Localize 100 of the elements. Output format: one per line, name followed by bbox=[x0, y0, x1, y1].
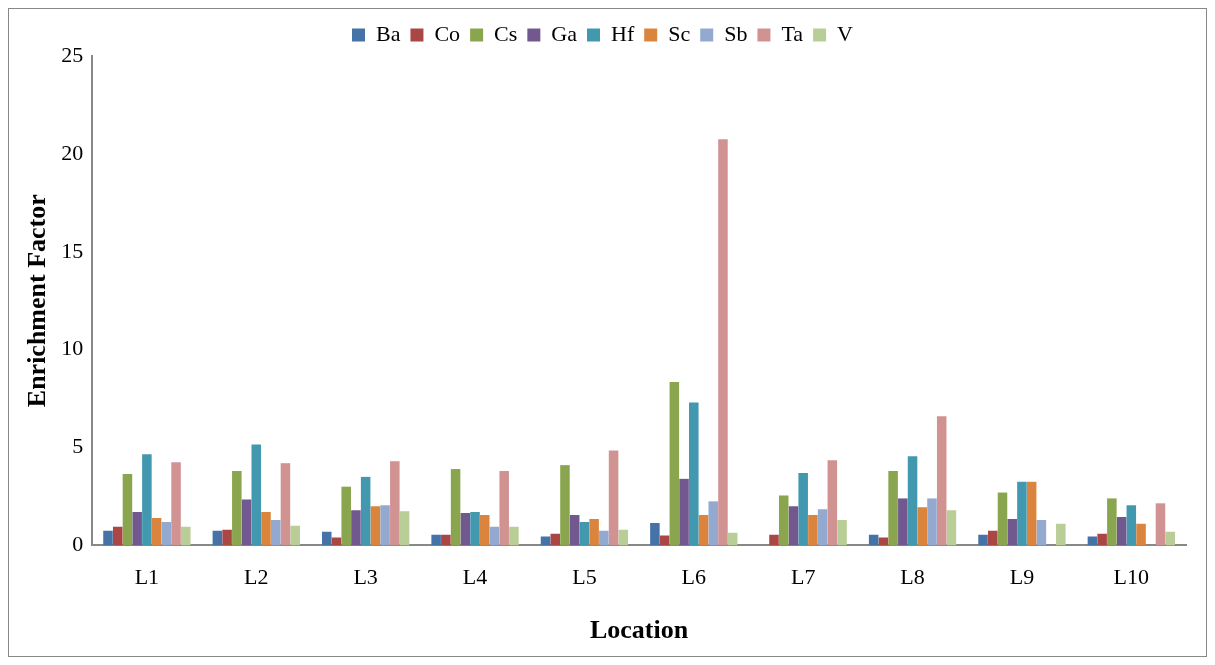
y-tick-label: 10 bbox=[61, 335, 84, 361]
bar bbox=[509, 526, 519, 546]
bar bbox=[1126, 505, 1137, 546]
bar bbox=[827, 460, 838, 546]
bar bbox=[560, 465, 570, 546]
x-tick-label: L6 bbox=[681, 564, 707, 590]
legend-label: Hf bbox=[611, 20, 635, 46]
bar bbox=[817, 509, 828, 546]
bar bbox=[470, 512, 480, 546]
bar bbox=[917, 507, 928, 546]
bar bbox=[650, 522, 660, 546]
bar bbox=[122, 473, 133, 546]
bar bbox=[1036, 519, 1047, 546]
y-axis-title: Enrichment Factor bbox=[22, 194, 52, 408]
x-tick-label: L4 bbox=[462, 564, 488, 590]
bar bbox=[1136, 523, 1146, 546]
x-tick-label: L9 bbox=[1009, 564, 1035, 590]
bar bbox=[1097, 533, 1107, 546]
y-tick-label: 15 bbox=[61, 237, 84, 263]
bar bbox=[251, 444, 262, 546]
x-tick-label: L8 bbox=[900, 564, 925, 590]
bar bbox=[431, 534, 441, 546]
bar bbox=[1165, 531, 1175, 546]
x-tick-label: L10 bbox=[1113, 564, 1150, 590]
bar bbox=[550, 533, 561, 546]
bar bbox=[112, 526, 123, 546]
bar bbox=[322, 531, 332, 546]
bar bbox=[290, 525, 300, 546]
bar bbox=[808, 515, 818, 546]
bar bbox=[360, 476, 371, 546]
legend-label: Ba bbox=[376, 20, 401, 46]
bar bbox=[718, 139, 728, 546]
x-tick-label: L2 bbox=[244, 564, 269, 590]
bar bbox=[460, 513, 471, 546]
bar bbox=[1017, 481, 1027, 546]
bar bbox=[579, 521, 590, 546]
y-tick-label: 25 bbox=[61, 41, 84, 67]
bar bbox=[788, 506, 799, 546]
bar bbox=[280, 463, 291, 546]
bar bbox=[270, 519, 281, 546]
x-axis-title: Location bbox=[589, 615, 689, 645]
bar bbox=[798, 472, 808, 546]
bar bbox=[232, 471, 242, 546]
legend-label: Sc bbox=[668, 20, 691, 46]
x-tick-label: L3 bbox=[353, 564, 378, 590]
bar bbox=[1155, 503, 1166, 546]
bar bbox=[171, 462, 181, 546]
bar bbox=[679, 478, 689, 546]
bar bbox=[978, 534, 988, 546]
bar bbox=[708, 501, 718, 546]
x-tick-label: L5 bbox=[572, 564, 597, 590]
bar bbox=[489, 526, 500, 546]
legend-label: Ga bbox=[551, 20, 578, 46]
y-tick-label: 20 bbox=[61, 139, 84, 165]
bar bbox=[341, 486, 351, 546]
bar bbox=[946, 510, 957, 546]
x-tick-label: L1 bbox=[134, 564, 160, 590]
bar bbox=[399, 511, 410, 546]
bar bbox=[241, 499, 252, 546]
bar bbox=[689, 402, 699, 546]
legend-label: Sb bbox=[724, 20, 748, 46]
bar bbox=[1026, 481, 1037, 546]
legend-label: Co bbox=[434, 20, 461, 46]
bar bbox=[589, 518, 599, 546]
bar bbox=[261, 512, 271, 546]
bar bbox=[618, 529, 629, 546]
bar bbox=[1107, 498, 1117, 546]
bar bbox=[907, 456, 918, 546]
bar bbox=[997, 492, 1008, 546]
bar bbox=[1007, 518, 1017, 546]
bar bbox=[927, 498, 937, 546]
x-tick-label: L7 bbox=[790, 564, 816, 590]
bar bbox=[370, 506, 381, 546]
bar bbox=[181, 526, 191, 546]
bar bbox=[837, 519, 847, 546]
bar bbox=[936, 416, 947, 546]
bar bbox=[608, 450, 619, 546]
bar bbox=[669, 381, 680, 546]
bar bbox=[142, 454, 152, 546]
bar bbox=[778, 495, 789, 546]
bar bbox=[698, 515, 709, 546]
legend-label: Cs bbox=[494, 20, 518, 46]
bar bbox=[390, 461, 400, 546]
bar bbox=[1056, 523, 1066, 546]
bar bbox=[161, 521, 172, 546]
bar bbox=[479, 515, 490, 546]
legend-label: Ta bbox=[781, 20, 804, 46]
bar bbox=[888, 471, 898, 546]
bar bbox=[351, 510, 361, 546]
bar bbox=[988, 530, 998, 546]
bar bbox=[450, 469, 461, 546]
y-tick-label: 0 bbox=[72, 531, 84, 557]
bar bbox=[441, 534, 451, 546]
bar bbox=[599, 530, 609, 546]
bar bbox=[103, 530, 113, 546]
bar bbox=[222, 529, 232, 546]
bar bbox=[151, 517, 162, 546]
bar bbox=[499, 471, 509, 546]
bar bbox=[898, 498, 908, 546]
bar bbox=[1116, 517, 1127, 546]
